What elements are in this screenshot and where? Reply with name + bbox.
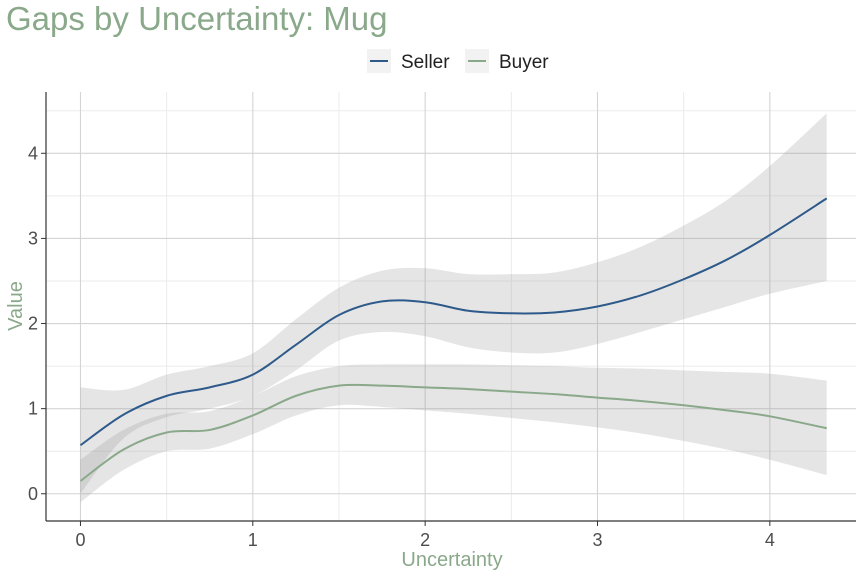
y-tick-labels: 0 1 2 3 4 [28,143,38,503]
grid-minor-lines [46,92,856,521]
chart-title: Gaps by Uncertainty: Mug [6,0,388,37]
x-tick-label: 2 [420,530,430,550]
series-line-buyer [79,383,827,482]
axes [41,92,856,526]
x-tick-label: 1 [248,530,258,550]
y-tick-label: 1 [28,399,38,419]
y-tick-label: 3 [28,228,38,248]
legend-item-seller: Seller [367,49,450,73]
legend-label-seller: Seller [401,52,450,73]
x-tick-label: 4 [765,530,775,550]
y-axis-title: Value [5,281,27,331]
grid-major-lines [46,92,856,521]
legend-label-buyer: Buyer [499,52,549,73]
series-lines [79,197,828,482]
confidence-band-buyer [80,364,827,503]
x-tick-label: 3 [592,530,602,550]
confidence-bands [80,113,827,503]
y-tick-label: 4 [28,143,38,163]
confidence-band-seller [80,113,827,494]
y-tick-label: 2 [28,314,38,334]
series-line-seller [79,197,828,447]
y-tick-label: 0 [28,484,38,504]
x-tick-labels: 0 1 2 3 4 [75,530,774,550]
legend: Seller Buyer [367,49,549,73]
x-axis-title: Uncertainty [401,549,502,571]
legend-item-buyer: Buyer [465,49,549,73]
x-tick-label: 0 [75,530,85,550]
